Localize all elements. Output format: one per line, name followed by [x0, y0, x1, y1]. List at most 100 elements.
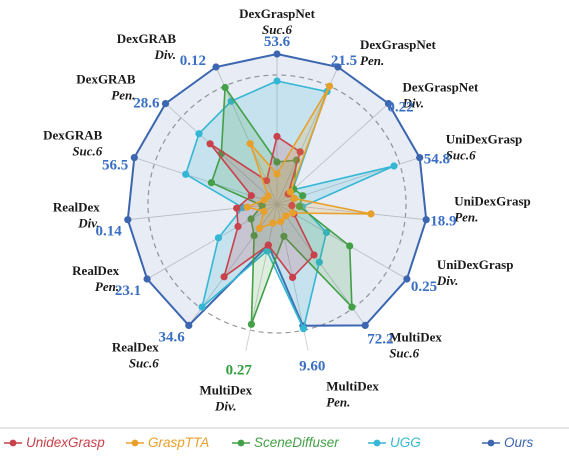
data-point — [130, 154, 138, 162]
axis-label-metric: Div. — [436, 273, 459, 288]
data-point — [264, 192, 272, 200]
legend-item-scenediffuser: SceneDiffuser — [232, 435, 339, 450]
series-area — [126, 52, 428, 327]
axis-label-name: MultiDex — [326, 379, 379, 394]
data-point — [233, 204, 241, 212]
series-grasptta — [243, 82, 375, 232]
axis-label-name: MultiDex — [199, 383, 252, 398]
data-point — [260, 207, 268, 216]
series-scenediffuser — [207, 83, 356, 328]
data-point — [295, 202, 303, 210]
data-point — [206, 140, 214, 148]
data-point — [416, 154, 424, 162]
data-point — [310, 251, 318, 259]
best-value-label: 0.12 — [180, 53, 206, 69]
axis-label-metric: Div. — [77, 216, 100, 231]
axis-label-metric: Suc.6 — [262, 22, 292, 37]
legend-label: UnidexGrasp — [26, 435, 105, 450]
data-point — [334, 63, 342, 71]
best-value-label: 18.9 — [430, 214, 456, 230]
data-point — [286, 188, 294, 196]
data-point — [290, 194, 298, 202]
legend-marker — [131, 439, 139, 447]
best-value-label: 0.25 — [411, 279, 437, 295]
best-value-label: 34.6 — [159, 329, 186, 345]
data-point — [214, 234, 223, 242]
data-point — [315, 258, 323, 266]
data-point — [299, 325, 308, 333]
data-point — [289, 273, 297, 281]
data-point — [403, 275, 411, 283]
data-point — [288, 202, 296, 210]
legend-item-ugg: UGG — [368, 435, 421, 450]
axis-label-name: MultiDex — [389, 329, 442, 344]
data-point — [258, 202, 266, 210]
best-value-label: 0.27 — [226, 363, 253, 379]
axis-label-name: DexGRAB — [117, 31, 177, 46]
data-point — [296, 148, 304, 156]
best-value-label: 53.6 — [264, 34, 291, 50]
series-area — [210, 85, 353, 325]
best-value-label: 56.5 — [102, 158, 128, 174]
data-point — [247, 192, 255, 200]
data-point — [220, 273, 228, 281]
data-point — [195, 130, 203, 138]
axis-label-name: RealDex — [112, 339, 159, 354]
axis-label-name: DexGraspNet — [403, 80, 479, 95]
data-point — [124, 216, 132, 224]
series-area — [209, 135, 315, 279]
data-point — [280, 232, 288, 240]
axis-label-name: DexGraspNet — [360, 37, 436, 52]
data-point — [247, 215, 255, 223]
best-value-label: 9.60 — [299, 359, 325, 375]
data-point — [221, 83, 229, 92]
legend-label: SceneDiffuser — [254, 435, 339, 450]
legend-item-unidexgrasp: UnidexGrasp — [4, 435, 105, 450]
legend-label: Ours — [504, 435, 534, 450]
series-ours — [124, 50, 430, 330]
axis-label-metric: Div. — [214, 399, 237, 414]
data-point — [273, 170, 281, 178]
grid-spoke — [127, 203, 278, 221]
best-value-label: 54.8 — [424, 152, 450, 168]
data-point — [422, 216, 430, 224]
axis-label-metric: Pen. — [360, 53, 384, 68]
data-point — [161, 100, 170, 108]
data-point — [325, 82, 334, 90]
axis-label-metric: Pen. — [111, 88, 135, 103]
data-point — [269, 219, 277, 227]
legend-marker — [373, 439, 381, 447]
data-point — [299, 192, 307, 200]
data-point — [243, 203, 251, 211]
data-point — [361, 321, 369, 329]
data-point — [264, 241, 272, 249]
data-point — [250, 232, 258, 240]
legend-marker — [9, 439, 17, 447]
axis-label-metric: Suc.6 — [129, 355, 159, 370]
data-point — [185, 321, 193, 329]
data-point — [390, 162, 398, 170]
data-point — [273, 50, 281, 58]
legend-label: UGG — [390, 435, 421, 450]
data-point — [212, 63, 220, 71]
legend-label: GraspTTA — [148, 435, 209, 450]
axis-label-metric: Suc.6 — [72, 144, 102, 159]
data-point — [255, 224, 263, 232]
axis-label-metric: Pen. — [326, 395, 350, 410]
data-point — [282, 212, 290, 220]
data-point — [273, 158, 281, 166]
legend-item-grasptta: GraspTTA — [126, 435, 209, 450]
data-point — [247, 320, 255, 328]
axis-label-name: DexGRAB — [43, 128, 103, 143]
data-point — [277, 218, 285, 226]
axis-label-metric: Suc.6 — [389, 345, 419, 360]
data-point — [198, 303, 206, 311]
data-point — [273, 132, 281, 141]
data-point — [263, 177, 271, 185]
data-point — [367, 210, 375, 218]
data-point — [273, 77, 281, 85]
legend: UnidexGrasp GraspTTA SceneDiffuser UGG Ours — [0, 427, 569, 450]
data-point — [384, 100, 393, 108]
data-point — [246, 140, 254, 148]
